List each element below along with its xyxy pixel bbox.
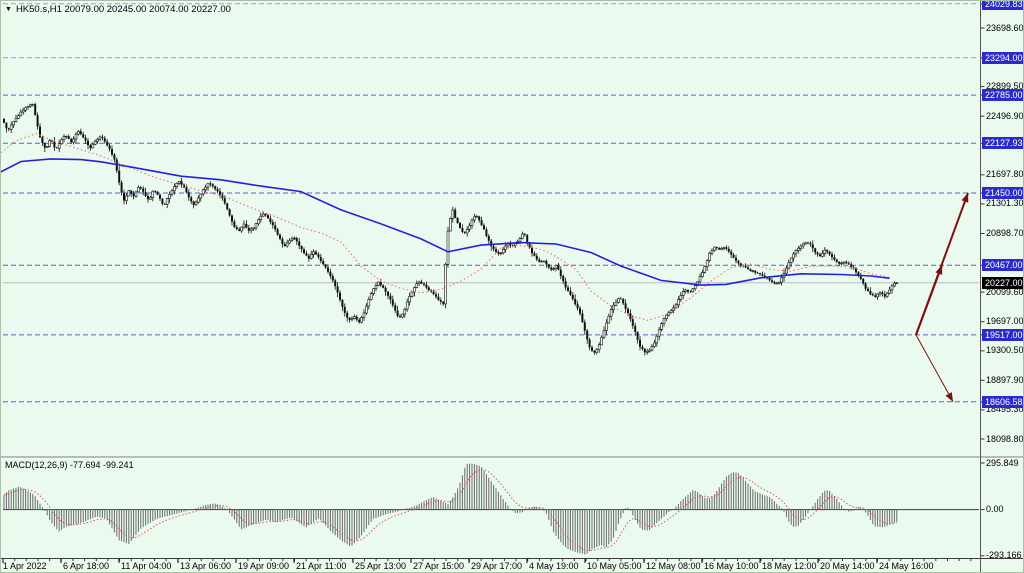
- level-price-label: 18606.58: [982, 395, 1023, 408]
- price-axis-tick: 21301.30: [986, 198, 1024, 209]
- level-price-label: 21450.00: [982, 187, 1023, 199]
- time-axis-label: 27 Apr 15:00: [413, 561, 465, 571]
- time-axis-label: 1 Apr 2022: [3, 561, 47, 571]
- price-axis[interactable]: 23698.60 22899.50 22496.90 21697.80 21301.30…: [981, 1, 1024, 572]
- time-axis-label: 12 May 08:00: [646, 561, 701, 571]
- chart-title: HK50.s,H1 20079.00 20245.00 20074.00 202…: [15, 4, 231, 15]
- price-axis-tick: 18897.90: [986, 374, 1024, 385]
- time-axis-label: 10 May 05:00: [587, 561, 642, 571]
- macd-axis-tick: -293.166: [986, 550, 1022, 561]
- macd-indicator-label: MACD(12,26,9) -77.694 -99.241: [5, 460, 134, 470]
- current-price-label: 20227.00: [982, 276, 1023, 289]
- price-axis-tick: 22899.50: [986, 81, 1024, 92]
- time-axis-label: 25 Apr 13:00: [355, 561, 407, 571]
- level-price-label: 22785.00: [982, 89, 1023, 102]
- time-axis-label: 29 Apr 17:00: [471, 561, 523, 571]
- time-axis-label: 18 May 12:00: [762, 561, 817, 571]
- time-axis-label: 11 Apr 04:00: [121, 561, 172, 571]
- time-axis-label: 24 May 16:00: [879, 561, 934, 571]
- time-axis-label: 20 May 14:00: [820, 561, 875, 571]
- time-axis-label: 21 Apr 11:00: [296, 561, 347, 571]
- level-price-label: 20467.00: [982, 259, 1023, 272]
- price-axis-tick: 22496.90: [986, 110, 1024, 121]
- price-axis-tick: 18098.80: [986, 433, 1024, 444]
- price-axis-tick: 20099.60: [986, 286, 1024, 297]
- price-axis-tick: 23698.60: [986, 22, 1024, 33]
- time-axis[interactable]: 1 Apr 2022 6 Apr 18:00 11 Apr 04:00 13 Apr …: [1, 558, 981, 572]
- price-axis-tick: 18495.30: [986, 404, 1024, 415]
- price-axis-tick: 19697.00: [986, 316, 1024, 327]
- level-price-label: 19517.00: [982, 328, 1023, 341]
- macd-axis-tick: 0.00: [986, 504, 1004, 515]
- time-axis-label: 19 Apr 09:00: [238, 561, 290, 571]
- time-axis-label: 13 Apr 06:00: [180, 561, 232, 571]
- price-axis-tick: 21697.80: [986, 169, 1024, 180]
- macd-axis-tick: 295.849: [986, 457, 1019, 468]
- chart-title-bar: ▼ HK50.s,H1 20079.00 20245.00 20074.00 2…: [5, 4, 231, 15]
- time-axis-label: 4 May 19:00: [529, 561, 579, 571]
- level-price-label: 24029.83: [982, 1, 1023, 10]
- time-axis-label: 6 Apr 18:00: [63, 561, 110, 571]
- level-price-label: 22127.93: [982, 137, 1023, 150]
- price-axis-tick: 20898.70: [986, 228, 1024, 238]
- level-price-label: 23294.00: [982, 51, 1023, 64]
- price-axis-tick: 19300.50: [986, 345, 1024, 356]
- time-axis-label: 16 May 10:00: [704, 561, 759, 571]
- symbol-dropdown-icon[interactable]: ▼: [5, 6, 12, 13]
